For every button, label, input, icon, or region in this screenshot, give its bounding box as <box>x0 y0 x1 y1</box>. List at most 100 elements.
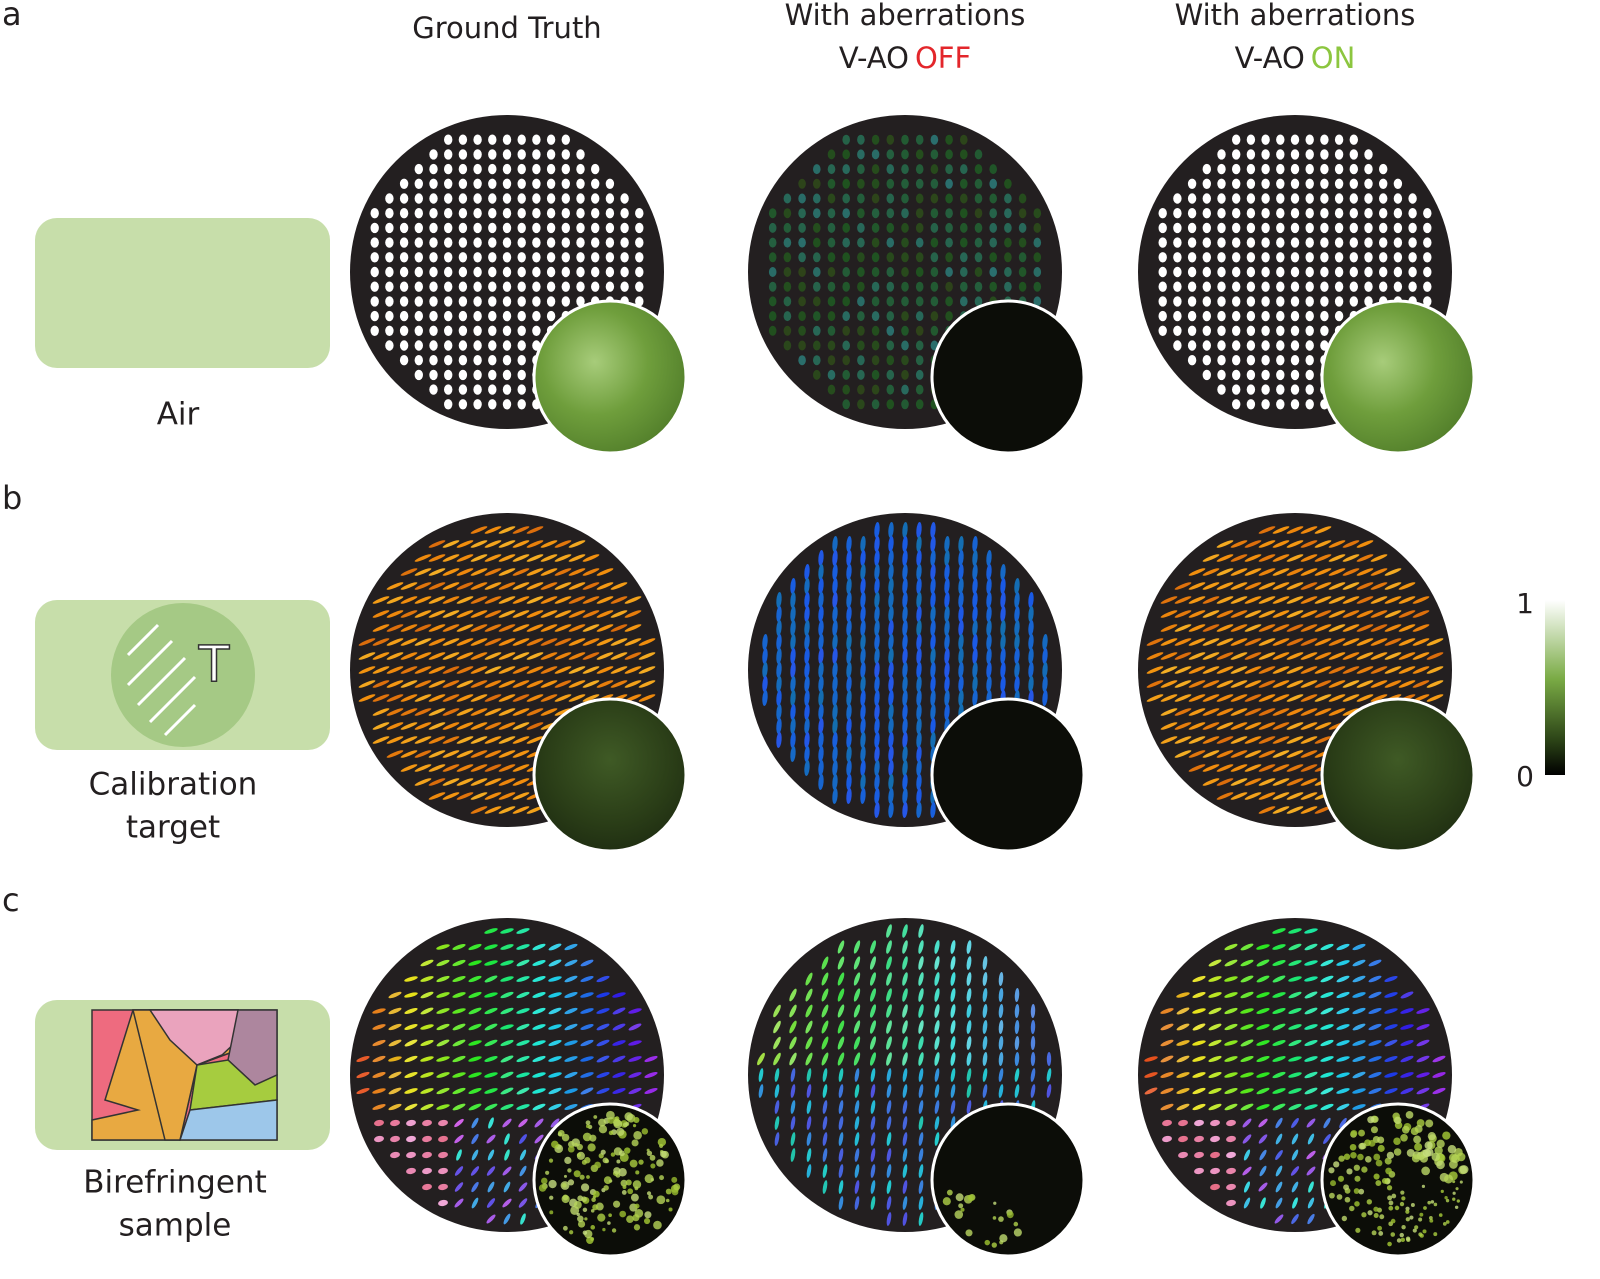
polarization-ellipse <box>1014 662 1020 678</box>
polarization-ellipse <box>1240 959 1254 967</box>
polarization-ellipse <box>1258 568 1276 576</box>
polarization-ellipse <box>1174 610 1192 618</box>
polarization-ellipse <box>768 208 777 219</box>
polarization-ellipse <box>773 1052 781 1066</box>
polarization-ellipse <box>870 1084 876 1098</box>
polarization-ellipse <box>1217 178 1226 189</box>
polarization-ellipse <box>1216 568 1234 576</box>
polarization-ellipse <box>517 369 526 381</box>
polarization-ellipse <box>582 596 600 604</box>
polarization-ellipse <box>1290 369 1300 381</box>
polarization-ellipse <box>546 178 556 189</box>
texture <box>1343 1153 1351 1160</box>
polarization-ellipse <box>422 1183 432 1191</box>
texture <box>573 1170 581 1178</box>
polarization-ellipse <box>1261 384 1270 395</box>
texture <box>1341 1215 1348 1222</box>
texture <box>633 1117 640 1124</box>
texture <box>1425 1119 1434 1128</box>
polarization-ellipse <box>1230 554 1248 562</box>
polarization-ellipse <box>989 222 997 233</box>
polarization-ellipse <box>498 722 516 730</box>
polarization-ellipse <box>456 722 474 730</box>
polarization-ellipse <box>484 610 502 618</box>
polarization-ellipse <box>1258 1134 1268 1144</box>
polarization-ellipse <box>1144 1072 1158 1078</box>
polarization-ellipse <box>1216 680 1234 688</box>
polarization-ellipse <box>818 662 824 678</box>
polarization-ellipse <box>1230 540 1248 548</box>
polarization-ellipse <box>1314 610 1332 618</box>
texture <box>1410 1203 1415 1208</box>
polarization-ellipse <box>428 722 446 730</box>
texture <box>1355 1227 1361 1233</box>
polarization-ellipse <box>420 1024 434 1030</box>
polarization-ellipse <box>888 592 894 608</box>
texture <box>608 1130 614 1136</box>
polarization-ellipse <box>1208 1007 1222 1015</box>
polarization-ellipse <box>827 208 836 219</box>
polarization-ellipse <box>1334 193 1344 204</box>
polarization-ellipse <box>414 340 423 351</box>
polarization-ellipse <box>1423 266 1432 278</box>
polarization-ellipse <box>1217 163 1226 175</box>
polarization-ellipse <box>1256 1008 1270 1014</box>
polarization-ellipse <box>774 1132 780 1146</box>
polarization-ellipse <box>512 792 530 800</box>
polarization-ellipse <box>1261 208 1270 219</box>
polarization-ellipse <box>1014 634 1020 650</box>
polarization-ellipse <box>1342 540 1360 548</box>
polarization-ellipse <box>832 620 838 636</box>
polarization-ellipse <box>958 550 964 566</box>
polarization-ellipse <box>1320 1103 1334 1111</box>
polarization-ellipse <box>1272 806 1290 814</box>
texture <box>1364 1156 1372 1163</box>
polarization-ellipse <box>1370 680 1388 688</box>
polarization-ellipse <box>414 582 432 590</box>
polarization-ellipse <box>516 1072 530 1078</box>
polarization-ellipse <box>901 134 909 145</box>
polarization-ellipse <box>1216 582 1234 590</box>
polarization-ellipse <box>1246 208 1256 219</box>
panels <box>350 115 1476 1258</box>
polarization-ellipse <box>454 1134 464 1144</box>
polarization-ellipse <box>532 943 546 951</box>
polarization-ellipse <box>1188 680 1206 688</box>
polarization-ellipse <box>1146 638 1164 646</box>
polarization-ellipse <box>1320 1007 1334 1015</box>
polarization-ellipse <box>1042 634 1048 650</box>
polarization-ellipse <box>1356 666 1374 674</box>
texture <box>946 1189 953 1196</box>
polarization-ellipse <box>1305 208 1314 219</box>
polarization-ellipse <box>806 1164 812 1178</box>
polarization-ellipse <box>870 1116 876 1130</box>
polarization-ellipse <box>1004 237 1012 248</box>
polarization-ellipse <box>989 178 997 189</box>
polarization-ellipse <box>1232 296 1241 307</box>
polarization-ellipse <box>869 940 877 954</box>
polarization-ellipse <box>414 369 423 381</box>
texture <box>1401 1224 1406 1230</box>
polarization-ellipse <box>944 676 950 692</box>
polarization-ellipse <box>1356 568 1374 576</box>
polarization-ellipse <box>404 1055 418 1063</box>
polarization-ellipse <box>576 178 585 189</box>
polarization-ellipse <box>414 296 423 307</box>
polarization-ellipse <box>1192 975 1206 983</box>
polarization-ellipse <box>886 134 895 145</box>
polarization-ellipse <box>842 384 850 395</box>
polarization-ellipse <box>564 1071 578 1079</box>
polarization-ellipse <box>1146 680 1164 688</box>
polarization-ellipse <box>428 596 446 604</box>
polarization-ellipse <box>832 606 838 622</box>
polarization-ellipse <box>532 310 541 322</box>
polarization-ellipse <box>526 568 544 576</box>
polarization-ellipse <box>488 369 497 381</box>
polarization-ellipse <box>1216 624 1234 632</box>
polarization-ellipse <box>886 924 892 938</box>
polarization-ellipse <box>546 208 556 219</box>
polarization-ellipse <box>886 1132 892 1146</box>
polarization-ellipse <box>1400 1008 1414 1014</box>
polarization-ellipse <box>456 582 474 590</box>
polarization-ellipse <box>540 708 558 716</box>
